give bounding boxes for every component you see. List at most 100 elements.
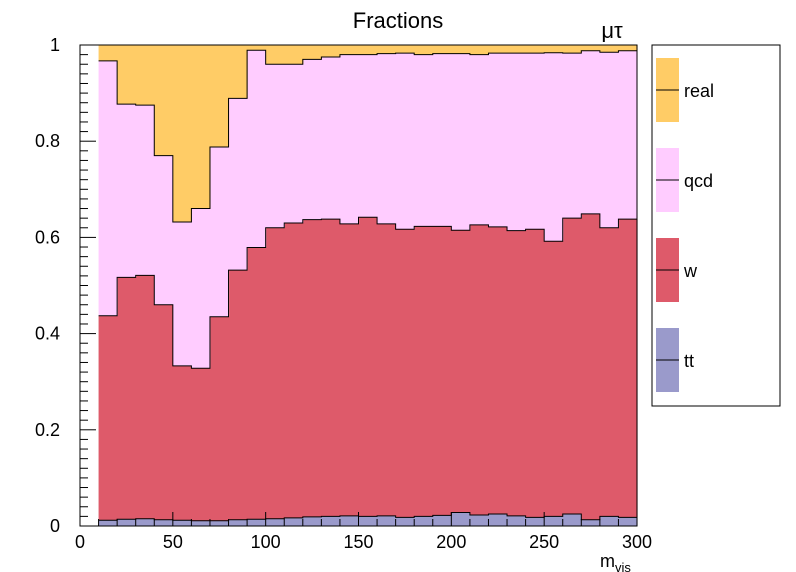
qcd-bar	[321, 57, 341, 220]
qcd-bar	[358, 54, 378, 218]
qcd-bar	[191, 208, 211, 369]
qcd-bar	[154, 155, 174, 305]
qcd-bar	[209, 146, 230, 317]
real-bar	[488, 45, 508, 54]
tt-bar	[544, 516, 564, 526]
w-bar	[265, 227, 285, 519]
real-bar	[98, 45, 118, 61]
w-bar	[135, 275, 155, 519]
series-qcd	[98, 50, 638, 369]
tt-bar	[265, 518, 285, 526]
legend-label: w	[683, 261, 698, 281]
real-bar	[247, 45, 267, 51]
w-bar	[228, 270, 248, 520]
w-bar	[98, 315, 118, 521]
qcd-bar	[525, 53, 545, 230]
tt-bar	[432, 515, 452, 526]
real-bar	[414, 45, 434, 55]
legend-entry-real: real	[656, 58, 714, 122]
x-tick-label: 150	[343, 532, 373, 552]
qcd-bar	[599, 52, 620, 228]
w-bar	[395, 229, 415, 518]
tt-bar	[228, 519, 248, 526]
real-bar	[581, 45, 601, 51]
x-tick-label: 200	[436, 532, 466, 552]
y-tick-label: 0.2	[35, 420, 60, 440]
axes: 0 50 100 150 200 250 300 0 0.2 0.4 0.6 0.8 1	[35, 35, 652, 552]
stacked-histogram	[98, 44, 638, 526]
tt-bar	[469, 514, 490, 526]
tt-bar	[618, 517, 638, 526]
x-tick-label: 300	[622, 532, 652, 552]
w-bar	[339, 223, 360, 516]
qcd-bar	[469, 54, 490, 225]
tt-bar	[488, 513, 508, 526]
qcd-bar	[302, 59, 322, 220]
legend-entry-w: w	[656, 238, 698, 302]
qcd-bar	[339, 54, 360, 224]
real-bar	[377, 45, 397, 54]
real-bar	[507, 45, 527, 54]
w-bar	[247, 247, 267, 520]
x-axis-label-subscript: vis	[615, 560, 631, 572]
chart-title: Fractions	[353, 8, 443, 33]
real-bar	[191, 45, 211, 209]
real-bar	[302, 45, 322, 60]
w-bar	[358, 217, 378, 517]
real-bar	[562, 45, 582, 54]
tt-bar	[302, 516, 322, 526]
w-bar	[302, 219, 322, 517]
tt-bar	[358, 516, 378, 526]
real-bar	[358, 45, 378, 55]
tt-bar	[117, 519, 137, 526]
real-bar	[618, 45, 638, 51]
qcd-bar	[451, 53, 471, 231]
qcd-bar	[247, 50, 267, 248]
x-axis-label: mvis	[600, 551, 631, 572]
y-tick-label: 0.8	[35, 131, 60, 151]
w-bar	[507, 230, 527, 516]
real-bar	[284, 45, 304, 65]
real-bar	[395, 45, 415, 54]
tt-bar	[191, 520, 211, 526]
w-outline	[98, 213, 637, 369]
y-tick-label: 0	[50, 516, 60, 536]
tt-bar	[451, 512, 471, 526]
x-axis-label-main: m	[600, 551, 615, 571]
tt-bar	[98, 520, 118, 526]
legend-entry-tt: tt	[656, 328, 694, 392]
w-bar	[581, 213, 601, 520]
w-bar	[544, 241, 564, 517]
real-bar	[117, 45, 137, 105]
real-bar	[265, 45, 285, 65]
channel-label: μτ	[601, 18, 623, 43]
tt-bar	[507, 515, 527, 526]
w-bar	[562, 218, 582, 514]
real-bar	[154, 45, 174, 156]
series-real	[98, 45, 638, 223]
qcd-bar	[414, 54, 434, 227]
real-bar	[135, 45, 155, 106]
tt-bar	[562, 513, 582, 526]
qcd-bar	[507, 53, 527, 231]
w-bar	[414, 226, 434, 517]
tt-bar	[284, 517, 304, 526]
w-bar	[209, 316, 230, 521]
w-bar	[117, 277, 137, 520]
w-bar	[451, 230, 471, 513]
real-bar	[339, 45, 360, 55]
tt-bar	[154, 519, 174, 526]
real-bar	[451, 45, 471, 54]
tt-bar	[395, 517, 415, 526]
legend-entry-qcd: qcd	[656, 148, 713, 212]
real-bar	[228, 45, 248, 99]
qcd-bar	[172, 222, 192, 366]
y-tick-label: 0.6	[35, 227, 60, 247]
tt-bar	[339, 515, 360, 526]
legend-label: real	[684, 81, 714, 101]
tt-bar	[599, 516, 620, 526]
qcd-bar	[618, 50, 638, 220]
real-bar	[599, 45, 620, 53]
tt-bar	[414, 516, 434, 526]
